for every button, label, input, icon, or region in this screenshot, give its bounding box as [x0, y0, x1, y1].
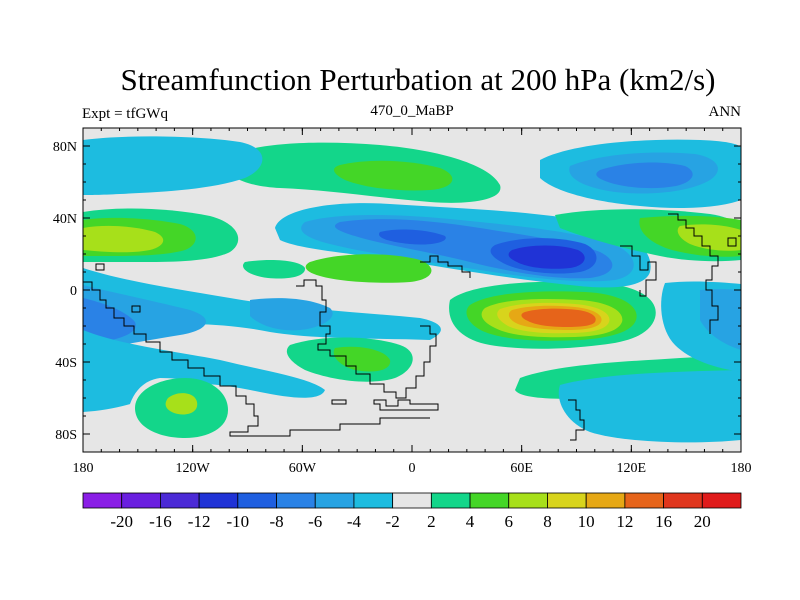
- coastline: [131, 305, 141, 313]
- contour-fill: [521, 308, 596, 327]
- coastline: [296, 279, 437, 399]
- colorbar-box: [276, 492, 316, 509]
- coastline: [331, 399, 347, 405]
- colorbar-box: [160, 492, 200, 509]
- coastline: [727, 237, 737, 247]
- coastline: [668, 213, 719, 334]
- colorbar-label: 20: [694, 512, 711, 531]
- contour-fill: [333, 160, 453, 191]
- contour-fill: [242, 260, 306, 279]
- contour-fill: [305, 254, 432, 283]
- y-tick-label: 80N: [53, 140, 77, 155]
- contour-fill: [333, 346, 391, 372]
- y-tick-label: 40S: [55, 356, 77, 371]
- colorbar-box: [353, 492, 394, 509]
- colorbar-label: -16: [149, 512, 172, 531]
- contour-fill: [250, 298, 333, 331]
- contour-fill: [558, 370, 741, 443]
- colorbar-box: [198, 492, 239, 509]
- y-tick-label: 80S: [55, 428, 77, 443]
- colorbar-label: -8: [269, 512, 283, 531]
- colorbar-box: [624, 492, 664, 509]
- colorbar-box: [508, 492, 548, 509]
- coastline: [568, 399, 585, 441]
- x-tick-label: 120E: [617, 461, 647, 476]
- coastline: [620, 245, 657, 297]
- y-tick-label: 40N: [53, 212, 77, 227]
- colorbar-box: [237, 492, 277, 509]
- contour-fill: [700, 289, 741, 350]
- colorbar-label: -20: [110, 512, 133, 531]
- contour-fill: [83, 225, 164, 253]
- x-tick-label: 60W: [289, 461, 317, 476]
- colorbar-label: 6: [505, 512, 514, 531]
- coastline: [420, 255, 471, 278]
- colorbar-label: 10: [578, 512, 595, 531]
- colorbar-box: [585, 492, 626, 509]
- coastline: [373, 399, 439, 411]
- chart-title: Streamfunction Perturbation at 200 hPa (…: [121, 62, 716, 97]
- colorbar-label: 8: [543, 512, 552, 531]
- contour-fill: [596, 162, 693, 189]
- colorbar-label: -2: [386, 512, 400, 531]
- coastlines: [83, 213, 737, 441]
- colorbar-label: -4: [347, 512, 362, 531]
- colorbar-box: [121, 492, 161, 509]
- contour-fill: [83, 136, 263, 195]
- case-label: 470_0_MaBP: [370, 103, 453, 119]
- contour-fill: [83, 298, 136, 346]
- x-tick-label: 0: [409, 461, 416, 476]
- colorbar-label: 16: [655, 512, 672, 531]
- coastline: [83, 281, 430, 437]
- colorbar-box: [314, 492, 355, 509]
- x-tick-label: 180: [731, 461, 752, 476]
- contour-fill: [165, 393, 198, 415]
- colorbar-label: -10: [226, 512, 249, 531]
- colorbar-label: -12: [188, 512, 211, 531]
- colorbar-label: 12: [616, 512, 633, 531]
- x-tick-label: 120W: [176, 461, 211, 476]
- colorbar-label: 4: [466, 512, 475, 531]
- x-tick-label: 60E: [510, 461, 533, 476]
- colorbar-box: [392, 492, 432, 509]
- colorbar-label: 2: [427, 512, 436, 531]
- colorbar-box: [701, 492, 742, 509]
- contour-map: [83, 128, 741, 452]
- contour-fill: [508, 245, 585, 269]
- experiment-label: Expt = tfGWq: [82, 106, 168, 122]
- colorbar: -20 -16 -12 -10 -8 -6 -4 -2 2 4 6 8 10 12 16 20: [82, 492, 742, 531]
- colorbar-box: [430, 492, 471, 509]
- y-tick-label: 0: [70, 284, 77, 299]
- x-axis: 180 120W 60W 0 60E 120E 180: [73, 128, 752, 476]
- colorbar-label: -6: [308, 512, 322, 531]
- colorbar-box: [469, 492, 510, 509]
- coastline: [95, 263, 105, 271]
- colorbar-box: [547, 492, 587, 509]
- colorbar-box: [82, 492, 123, 509]
- colorbar-box: [663, 492, 703, 509]
- x-tick-label: 180: [73, 461, 94, 476]
- season-label: ANN: [709, 104, 742, 120]
- y-axis: 80N 40N 0 40S 80S: [53, 140, 741, 443]
- contour-fill: [379, 229, 446, 245]
